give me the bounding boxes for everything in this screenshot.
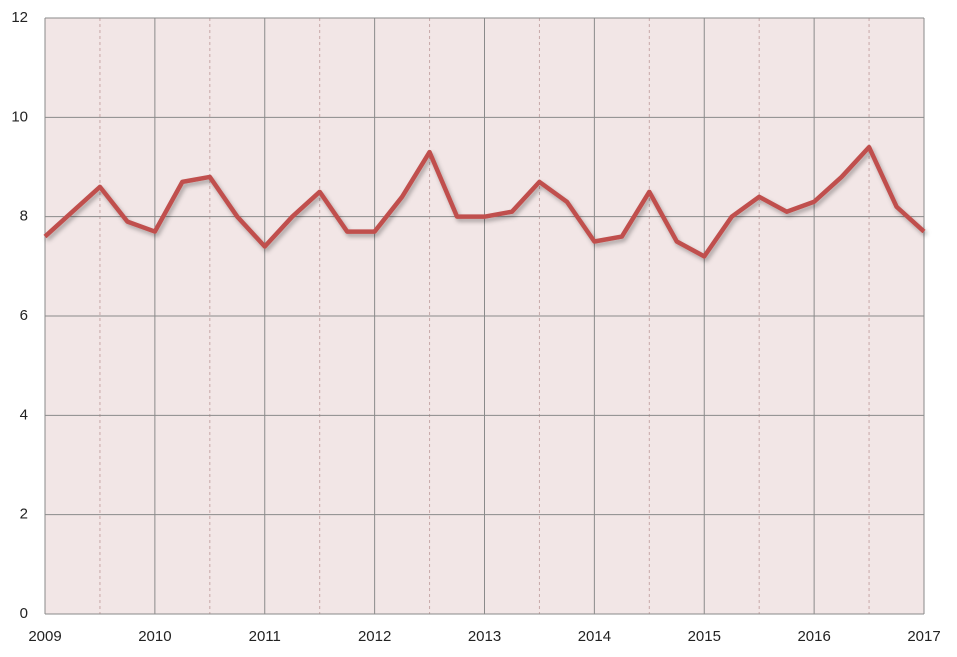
- x-tick-label: 2009: [28, 628, 61, 645]
- x-tick-label: 2015: [688, 628, 721, 645]
- y-tick-label: 6: [20, 307, 28, 324]
- y-tick-label: 2: [20, 506, 28, 523]
- x-tick-label: 2010: [138, 628, 171, 645]
- x-tick-label: 2013: [468, 628, 501, 645]
- y-tick-label: 10: [11, 108, 28, 125]
- x-tick-label: 2014: [578, 628, 611, 645]
- y-tick-label: 4: [20, 406, 28, 423]
- x-tick-label: 2011: [249, 628, 281, 645]
- y-tick-label: 12: [11, 9, 28, 26]
- data-line: [43, 144, 926, 259]
- x-tick-label: 2012: [358, 628, 391, 645]
- x-tick-label: 2017: [907, 628, 940, 645]
- y-tick-label: 8: [20, 208, 28, 225]
- y-tick-label: 0: [20, 605, 28, 622]
- x-tick-label: 2016: [797, 628, 830, 645]
